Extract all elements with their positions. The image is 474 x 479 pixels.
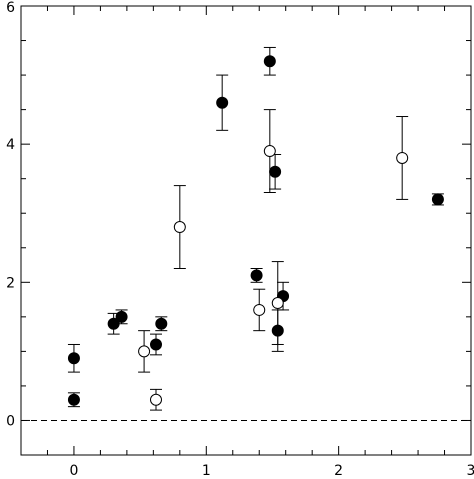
open-circle-marker (138, 345, 151, 358)
open-circle-marker (150, 393, 162, 406)
open-data-point (150, 388, 162, 411)
open-data-point (138, 330, 151, 373)
data-layer (67, 46, 444, 411)
filled-data-point (431, 193, 444, 206)
open-data-point (263, 109, 276, 194)
filled-circle-marker (67, 393, 80, 406)
open-data-point (173, 185, 186, 269)
filled-circle-marker (263, 55, 276, 68)
filled-circle-marker (269, 165, 282, 178)
open-circle-marker (396, 151, 409, 164)
open-circle-marker (253, 303, 266, 316)
filled-circle-marker (67, 352, 80, 365)
filled-data-point (216, 74, 229, 131)
filled-data-point (269, 154, 282, 190)
open-data-point (396, 116, 409, 200)
y-tick-label: 2 (6, 275, 15, 291)
filled-circle-marker (250, 269, 263, 282)
filled-data-point (155, 316, 168, 332)
x-tick-label: 2 (334, 463, 343, 479)
filled-data-point (263, 46, 276, 76)
open-circle-marker (263, 145, 276, 158)
filled-circle-marker (115, 310, 128, 323)
filled-data-point (67, 392, 80, 408)
y-tick-label: 0 (6, 413, 15, 429)
filled-data-point (115, 309, 128, 325)
open-circle-marker (173, 221, 186, 234)
filled-data-point (250, 267, 263, 283)
x-tick-label: 1 (202, 463, 211, 479)
x-tick-label: 0 (69, 463, 78, 479)
tick-layer: 0 1 2 3 0 2 4 6 (6, 0, 474, 479)
open-data-point (271, 261, 284, 345)
filled-circle-marker (216, 96, 229, 109)
x-tick-label: 3 (467, 463, 474, 479)
filled-circle-marker (150, 338, 162, 351)
y-tick-label: 4 (6, 137, 15, 153)
filled-data-point (107, 312, 120, 335)
open-data-point (253, 288, 266, 332)
open-circle-marker (271, 297, 284, 310)
filled-circle-marker (155, 317, 168, 330)
filled-circle-marker (431, 193, 444, 206)
y-tick-label: 6 (6, 0, 15, 16)
filled-data-point (150, 333, 162, 356)
plot-frame (20, 5, 472, 456)
filled-data-point (67, 343, 80, 373)
